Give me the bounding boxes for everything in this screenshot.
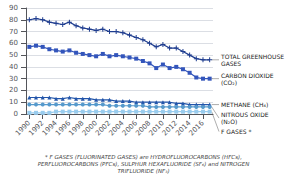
svg-text:F GASES *: F GASES *	[221, 128, 251, 135]
svg-text:1992: 1992	[27, 119, 46, 138]
svg-text:2000: 2000	[80, 119, 99, 138]
svg-text:30: 30	[9, 75, 18, 83]
svg-text:GASES: GASES	[221, 60, 241, 67]
svg-text:(N₂O): (N₂O)	[221, 118, 237, 125]
svg-text:80: 80	[9, 16, 18, 24]
svg-text:2012: 2012	[160, 119, 180, 138]
svg-text:2004: 2004	[107, 119, 126, 138]
svg-text:90: 90	[9, 4, 18, 12]
svg-text:2006: 2006	[120, 119, 139, 138]
svg-text:2002: 2002	[94, 119, 113, 138]
svg-text:* F GASES (FLUORINATED GASES): * F GASES (FLUORINATED GASES) are HYDROF…	[45, 154, 242, 160]
svg-text:METHANE (CH₄): METHANE (CH₄)	[221, 101, 268, 108]
svg-text:1994: 1994	[40, 119, 59, 138]
svg-text:0: 0	[14, 110, 18, 118]
svg-text:2008: 2008	[134, 119, 153, 138]
svg-text:1990: 1990	[13, 119, 33, 138]
svg-text:20: 20	[9, 86, 18, 94]
svg-text:40: 40	[9, 63, 18, 71]
svg-text:1996: 1996	[54, 119, 73, 138]
svg-text:60: 60	[9, 39, 18, 47]
svg-text:10: 10	[9, 98, 18, 106]
svg-text:TOTAL GREENHOUSE: TOTAL GREENHOUSE	[220, 53, 284, 60]
svg-text:PERFLUOROCARBONS (PFCs), SULPH: PERFLUOROCARBONS (PFCs), SULPHUR HEXAFLU…	[38, 161, 250, 167]
svg-text:2014: 2014	[174, 119, 193, 138]
svg-text:NITROUS OXIDE: NITROUS OXIDE	[221, 111, 269, 118]
svg-text:2010: 2010	[147, 119, 166, 138]
svg-text:TRIFLUORIDE (NF₃): TRIFLUORIDE (NF₃)	[117, 168, 169, 174]
svg-text:50: 50	[9, 51, 18, 59]
svg-text:2016: 2016	[188, 119, 206, 137]
svg-text:(CO₂): (CO₂)	[221, 79, 237, 86]
svg-text:70: 70	[9, 28, 18, 36]
svg-text:1998: 1998	[67, 119, 86, 138]
svg-text:CARBON DIOXIDE: CARBON DIOXIDE	[221, 72, 274, 79]
